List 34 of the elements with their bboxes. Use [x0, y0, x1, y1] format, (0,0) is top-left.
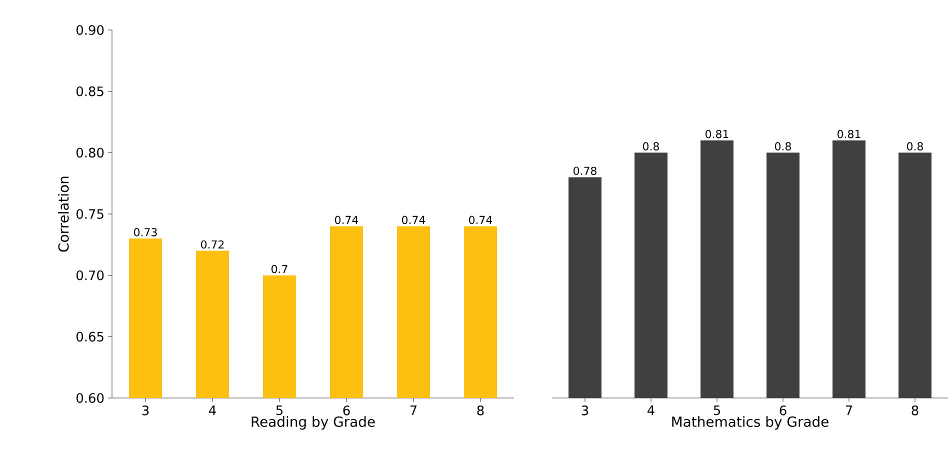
- data-label: 0.81: [706, 130, 728, 138]
- x-tick-label: 5: [714, 406, 720, 416]
- x-tick-label: 8: [477, 406, 484, 416]
- x-tick-label: 3: [142, 406, 149, 416]
- data-label: 0.74: [335, 216, 358, 224]
- y-tick-label: 0.70: [76, 270, 104, 280]
- x-tick-label: 7: [846, 406, 852, 415]
- x-tick-label: 4: [209, 406, 216, 415]
- y-tick-label: 0.75: [76, 209, 104, 219]
- x-tick-label: 4: [648, 406, 654, 415]
- x-axis-title: Reading by Grade: [252, 416, 375, 430]
- data-label: 0.72: [201, 240, 224, 249]
- data-label: 0.74: [469, 216, 492, 224]
- y-tick-label: 0.85: [76, 86, 104, 96]
- y-tick-label: 0.60: [76, 393, 104, 403]
- y-tick-label: 0.80: [76, 148, 104, 158]
- data-label: 0.81: [838, 130, 860, 138]
- data-label: 0.8: [643, 142, 659, 150]
- data-label: 0.74: [402, 216, 426, 224]
- data-label: 0.8: [907, 142, 923, 150]
- x-tick-label: 3: [582, 406, 588, 416]
- x-tick-label: 8: [912, 406, 918, 416]
- data-label: 0.78: [574, 166, 596, 175]
- y-tick-label: 0.90: [76, 25, 104, 35]
- x-tick-label: 5: [276, 406, 282, 416]
- data-label: 0.8: [775, 142, 791, 150]
- x-tick-label: 6: [343, 406, 350, 416]
- y-tick-label: 0.65: [76, 332, 104, 342]
- data-label: 0.73: [134, 228, 157, 236]
- x-tick-label: 6: [780, 406, 786, 416]
- x-tick-label: 7: [410, 406, 417, 415]
- x-axis-title: Mathematics by Grade: [672, 416, 828, 430]
- data-label: 0.7: [272, 264, 288, 274]
- y-axis-title: Correlation: [58, 176, 69, 252]
